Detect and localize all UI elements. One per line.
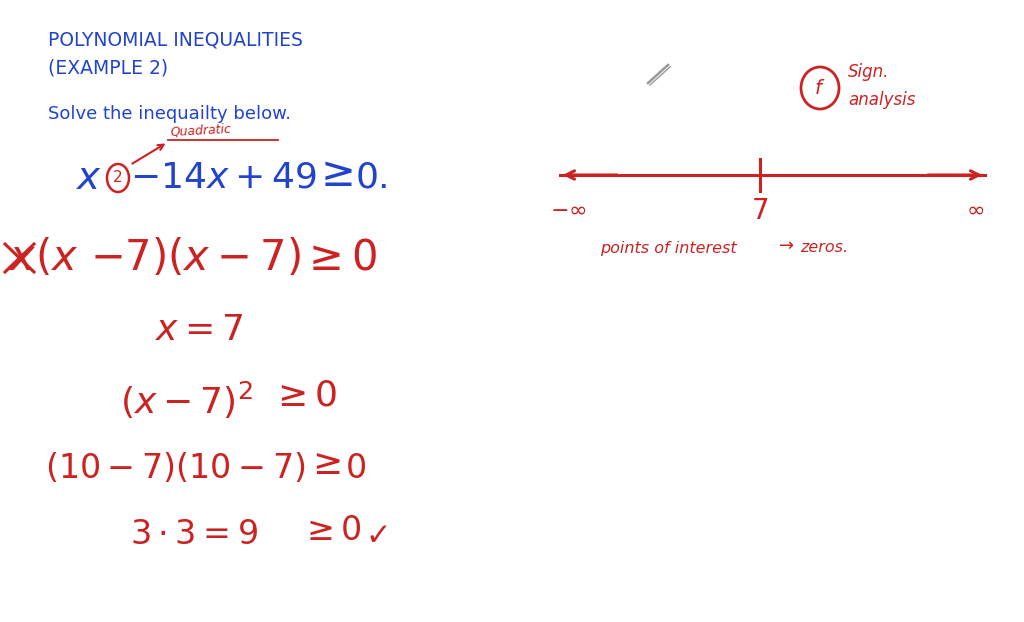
Text: $x = 7$: $x = 7$ bbox=[155, 313, 244, 347]
Text: $-7)(x-7)$: $-7)(x-7)$ bbox=[90, 237, 301, 279]
Text: $0$: $0$ bbox=[345, 452, 366, 485]
Text: $(x-7)^2$: $(x-7)^2$ bbox=[120, 379, 253, 420]
Text: $-\infty$: $-\infty$ bbox=[550, 200, 587, 220]
Text: $- 14x + 49$: $- 14x + 49$ bbox=[130, 161, 317, 195]
Text: $7$: $7$ bbox=[752, 197, 769, 225]
Text: $\geq$: $\geq$ bbox=[312, 153, 352, 195]
Text: analysis: analysis bbox=[848, 91, 915, 109]
Text: points of interest: points of interest bbox=[600, 241, 736, 256]
Text: $\geq 0$: $\geq 0$ bbox=[300, 237, 377, 279]
Text: $f$: $f$ bbox=[814, 78, 825, 98]
Text: $0.$: $0.$ bbox=[355, 161, 388, 195]
Text: zeros.: zeros. bbox=[800, 241, 848, 256]
Text: $x$: $x$ bbox=[75, 159, 101, 197]
Text: $(10-7)(10-7)$: $(10-7)(10-7)$ bbox=[45, 451, 305, 485]
Text: $\infty$: $\infty$ bbox=[966, 200, 984, 220]
Text: Sign.: Sign. bbox=[848, 63, 890, 81]
Text: $x$: $x$ bbox=[8, 237, 36, 279]
Text: $\geq 0$: $\geq 0$ bbox=[300, 514, 361, 547]
Text: $\geq 0$: $\geq 0$ bbox=[270, 379, 337, 413]
Text: 2: 2 bbox=[114, 170, 123, 185]
Text: Quadratic: Quadratic bbox=[170, 122, 231, 138]
Text: $3 \cdot 3 = 9$: $3 \cdot 3 = 9$ bbox=[130, 519, 258, 552]
Text: $\checkmark$: $\checkmark$ bbox=[365, 521, 387, 549]
Text: Solve the inequailty below.: Solve the inequailty below. bbox=[48, 105, 291, 123]
Text: $\geq$: $\geq$ bbox=[305, 447, 341, 481]
Text: POLYNOMIAL INEQUALITIES: POLYNOMIAL INEQUALITIES bbox=[48, 30, 303, 49]
Text: $(x$: $(x$ bbox=[35, 237, 78, 279]
Text: (EXAMPLE 2): (EXAMPLE 2) bbox=[48, 58, 168, 77]
Text: $\rightarrow$: $\rightarrow$ bbox=[775, 236, 795, 254]
